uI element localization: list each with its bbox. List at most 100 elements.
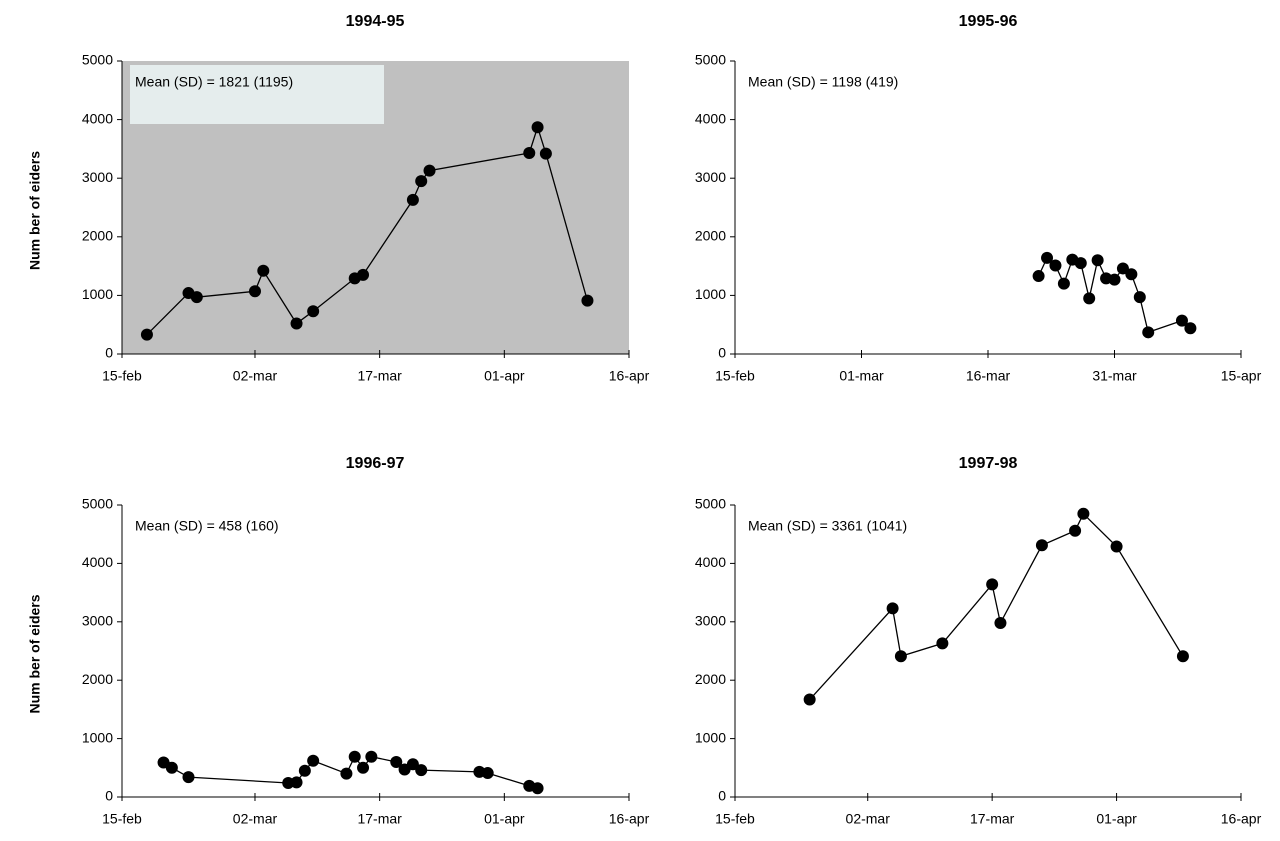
y-tick-label: 1000	[82, 286, 113, 302]
data-point	[307, 305, 320, 318]
data-point	[1125, 268, 1138, 281]
data-point	[140, 328, 153, 341]
data-point	[894, 650, 907, 663]
data-point	[1041, 251, 1054, 264]
x-tick-label: 02-mar	[233, 811, 278, 827]
data-point	[390, 755, 403, 768]
data-point	[415, 175, 428, 188]
data-point	[1035, 539, 1048, 552]
data-point	[1175, 314, 1188, 327]
data-point	[531, 121, 544, 134]
data-point	[1133, 291, 1146, 304]
data-point	[523, 147, 536, 160]
y-tick-label: 1000	[695, 729, 726, 745]
data-point	[1032, 270, 1045, 283]
data-point	[348, 750, 361, 763]
y-tick-label: 4000	[695, 554, 726, 570]
x-tick-label: 17-mar	[357, 811, 402, 827]
data-point	[886, 602, 899, 615]
x-tick-label: 02-mar	[233, 368, 278, 384]
chart-panel-1996-97: 1996-97 Num ber of eiders 0 1000 2000 3000 400…	[27, 455, 650, 826]
chart-title: 1996-97	[346, 455, 405, 472]
y-tick-label: 5000	[695, 496, 726, 512]
data-point	[1176, 650, 1189, 663]
y-tick-label: 2000	[82, 671, 113, 687]
data-point	[182, 771, 195, 784]
y-axis-label: Num ber of eiders	[27, 594, 43, 713]
data-point	[406, 758, 419, 771]
data-point	[1091, 254, 1104, 267]
y-tick-label: 5000	[695, 52, 726, 68]
data-point	[1116, 262, 1129, 275]
data-point	[298, 764, 311, 777]
x-tick-label: 15-feb	[715, 811, 755, 827]
y-tick-label: 0	[105, 345, 113, 361]
y-tick-label: 0	[105, 788, 113, 804]
data-point	[1184, 322, 1197, 335]
chart-panel-1994-95: 1994-95 Num ber of eiders 0 1000 2000 3000 400…	[27, 13, 650, 383]
data-point	[994, 616, 1007, 629]
data-point	[986, 578, 999, 591]
mean-sd-annotation: Mean (SD) = 458 (160)	[135, 518, 279, 534]
data-point	[1077, 507, 1090, 520]
series-line	[809, 512, 1184, 700]
y-tick-label: 1000	[695, 286, 726, 302]
x-tick-label: 15-feb	[102, 368, 142, 384]
data-point	[531, 782, 544, 795]
data-point	[357, 268, 370, 281]
data-point	[1142, 326, 1155, 339]
data-point	[415, 764, 428, 777]
y-tick-label: 5000	[82, 52, 113, 68]
y-tick-label: 2000	[695, 228, 726, 244]
data-point	[803, 693, 816, 706]
x-tick-label: 17-mar	[970, 811, 1015, 827]
data-point	[357, 761, 370, 774]
data-point	[190, 291, 203, 304]
data-point	[1110, 540, 1123, 553]
data-point	[257, 264, 270, 277]
y-tick-label: 5000	[82, 496, 113, 512]
mean-sd-annotation: Mean (SD) = 1821 (1195)	[135, 74, 293, 90]
data-point	[165, 761, 178, 774]
y-tick-label: 0	[718, 345, 726, 361]
y-tick-label: 2000	[695, 671, 726, 687]
y-tick-label: 3000	[695, 169, 726, 185]
data-point	[1074, 257, 1087, 270]
x-tick-label: 15-feb	[715, 368, 755, 384]
data-point	[365, 750, 378, 763]
mean-sd-annotation: Mean (SD) = 3361 (1041)	[748, 518, 907, 534]
data-point	[1057, 277, 1070, 290]
data-point	[423, 164, 436, 177]
data-point	[481, 767, 494, 780]
x-tick-label: 15-apr	[1221, 368, 1262, 384]
chart-title: 1997-98	[959, 455, 1018, 472]
data-point	[290, 776, 303, 789]
x-tick-label: 01-mar	[839, 368, 884, 384]
x-tick-label: 31-mar	[1092, 368, 1137, 384]
y-tick-label: 4000	[82, 110, 113, 126]
chart-panel-1997-98: 1997-98 0 1000 2000 3000 4000 5000 15-feb 02-mar…	[695, 455, 1262, 826]
data-point	[307, 754, 320, 767]
x-tick-label: 16-apr	[609, 368, 650, 384]
series-line	[1038, 256, 1191, 334]
y-tick-label: 3000	[695, 613, 726, 629]
x-tick-label: 01-apr	[484, 811, 525, 827]
x-tick-label: 17-mar	[357, 368, 402, 384]
data-point	[1049, 259, 1062, 272]
data-point	[340, 767, 353, 780]
chart-title: 1995-96	[959, 13, 1018, 30]
data-point	[1108, 273, 1121, 286]
x-tick-label: 16-apr	[609, 811, 650, 827]
data-point	[1069, 524, 1082, 537]
y-tick-label: 3000	[82, 613, 113, 629]
data-point	[539, 147, 552, 160]
data-point	[406, 193, 419, 206]
y-axis-label: Num ber of eiders	[27, 151, 43, 270]
data-point	[248, 285, 261, 298]
data-point	[581, 294, 594, 307]
data-point	[290, 317, 303, 330]
x-tick-label: 15-feb	[102, 811, 142, 827]
y-tick-label: 0	[718, 788, 726, 804]
x-tick-label: 01-apr	[484, 368, 525, 384]
